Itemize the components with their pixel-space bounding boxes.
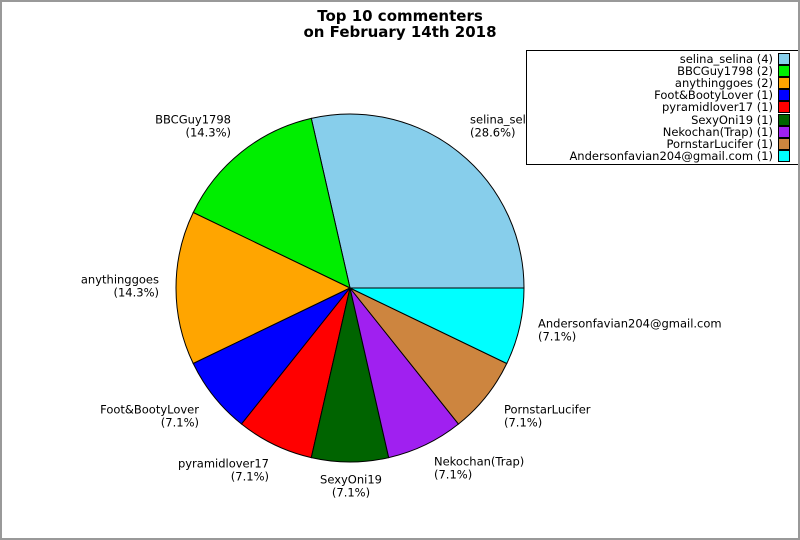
legend-entry-pyramidlover17: pyramidlover17 (1) bbox=[531, 100, 790, 115]
legend-entry-label: BBCGuy1798 (2) bbox=[677, 64, 773, 79]
slice-label-percent: (14.3%) bbox=[185, 125, 231, 139]
legend-entry-label: PornstarLucifer (1) bbox=[666, 136, 773, 151]
slice-label-name: Nekochan(Trap) bbox=[434, 454, 525, 469]
legend-entry-pornstarlucifer: PornstarLucifer (1) bbox=[531, 136, 790, 151]
slice-label-selina-selina: selina_selina (28.6%) bbox=[470, 112, 544, 139]
slice-label-name: pyramidlover17 bbox=[177, 456, 269, 471]
slice-label-bbcguy1798: BBCGuy1798 (14.3%) bbox=[2, 112, 231, 139]
slice-label-percent: (7.1%) bbox=[434, 467, 473, 481]
legend-entry-sexyoni19: SexyOni19 (1) bbox=[531, 112, 790, 127]
slice-label-foot-bootylover: Foot&BootyLover (7.1%) bbox=[2, 402, 199, 429]
legend-entry-andersonfavian204-gmail-com: Andersonfavian204@gmail.com (1) bbox=[531, 148, 790, 163]
slice-label-percent: (14.3%) bbox=[113, 285, 159, 299]
slice-label-nekochan-trap-: Nekochan(Trap) (7.1%) bbox=[434, 454, 525, 481]
legend-entry-label: pyramidlover17 (1) bbox=[662, 100, 773, 115]
pie-slice-bbcguy1798 bbox=[192, 117, 351, 289]
slice-label-pornstarlucifer: PornstarLucifer (7.1%) bbox=[504, 402, 591, 429]
pie-slice-selina-selina bbox=[310, 113, 525, 289]
legend-entry-label: anythinggoes (2) bbox=[674, 76, 773, 91]
slice-label-percent: (7.1%) bbox=[331, 485, 371, 499]
slice-label-name: Andersonfavian204@gmail.com bbox=[538, 316, 722, 331]
legend-color-swatch bbox=[778, 113, 790, 126]
chart-title-line-1: Top 10 commenters bbox=[317, 7, 483, 25]
slice-label-name: PornstarLucifer bbox=[504, 402, 591, 417]
legend-color-swatch bbox=[778, 89, 790, 102]
legend-entry-label: Foot&BootyLover (1) bbox=[654, 88, 773, 103]
legend-color-swatch bbox=[778, 101, 790, 114]
pie-slice-andersonfavian204-gmail-com bbox=[349, 287, 525, 365]
legend-entry-selina-selina: selina_selina (4) bbox=[531, 52, 790, 67]
chart-title: Top 10 commenters on February 14th 2018 bbox=[2, 8, 798, 40]
slice-label-name: SexyOni19 bbox=[320, 472, 382, 487]
legend-entry-label: Andersonfavian204@gmail.com (1) bbox=[569, 148, 773, 163]
slice-label-sexyoni19: SexyOni19 (7.1%) bbox=[201, 472, 501, 499]
legend-entry-label: SexyOni19 (1) bbox=[691, 112, 773, 127]
slice-label-percent: (7.1%) bbox=[160, 415, 199, 429]
pie-slice-anythinggoes bbox=[175, 211, 352, 365]
slice-label-pyramidlover17: pyramidlover17 (7.1%) bbox=[2, 456, 269, 483]
slice-label-name: Foot&BootyLover bbox=[100, 402, 199, 417]
legend-color-swatch bbox=[778, 125, 790, 138]
slice-label-name: BBCGuy1798 bbox=[155, 112, 231, 127]
slice-label-percent: (28.6%) bbox=[470, 125, 516, 139]
slice-label-percent: (7.1%) bbox=[504, 415, 543, 429]
legend-entry-nekochan-trap-: Nekochan(Trap) (1) bbox=[531, 124, 790, 139]
slice-label-percent: (7.1%) bbox=[230, 469, 269, 483]
slice-label-percent: (7.1%) bbox=[538, 329, 577, 343]
legend-color-swatch bbox=[778, 149, 790, 162]
legend-entry-label: Nekochan(Trap) (1) bbox=[662, 124, 773, 139]
legend-entry-anythinggoes: anythinggoes (2) bbox=[531, 76, 790, 91]
legend-entry-foot-bootylover: Foot&BootyLover (1) bbox=[531, 88, 790, 103]
slice-label-name: selina_selina bbox=[470, 112, 544, 127]
legend-entry-label: selina_selina (4) bbox=[679, 52, 773, 67]
legend: selina_selina (4) BBCGuy1798 (2) anythingg… bbox=[526, 50, 798, 165]
legend-color-swatch bbox=[778, 137, 790, 150]
legend-entry-bbcguy1798: BBCGuy1798 (2) bbox=[531, 64, 790, 79]
slice-label-andersonfavian204-gmail-com: Andersonfavian204@gmail.com (7.1%) bbox=[538, 316, 722, 343]
legend-color-swatch bbox=[778, 53, 790, 66]
legend-color-swatch bbox=[778, 77, 790, 90]
slice-label-name: anythinggoes bbox=[80, 272, 159, 287]
slice-label-anythinggoes: anythinggoes (14.3%) bbox=[2, 272, 159, 299]
chart-title-line-2: on February 14th 2018 bbox=[303, 23, 497, 41]
legend-color-swatch bbox=[778, 65, 790, 78]
